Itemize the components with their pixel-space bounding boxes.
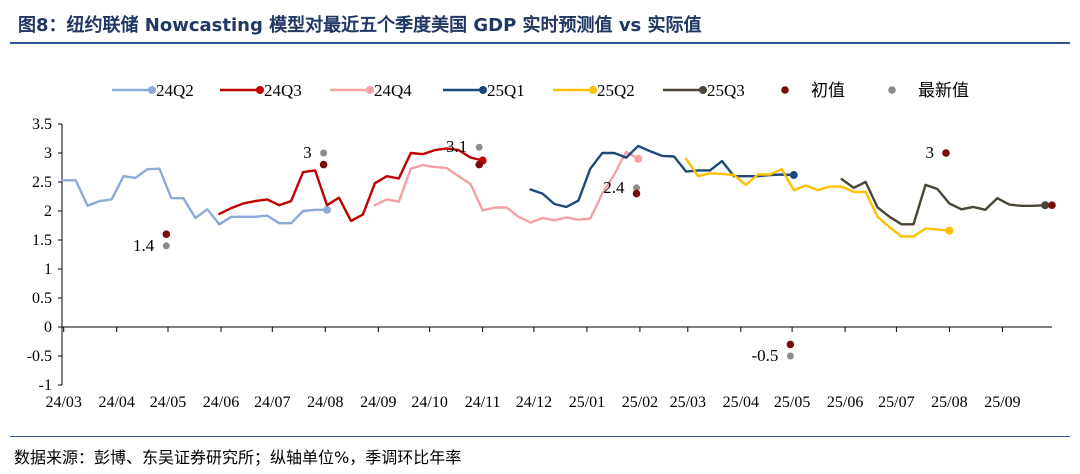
initial-value-point [786,340,795,349]
initial-value-point [162,230,171,238]
value-annotation: -0.5 [751,346,778,365]
nowcast-line-chart: 24Q2 24Q3 24Q4 25Q1 25Q2 25Q3 初值 最新值 -1 -0.5 0 0.5… [27,81,1056,411]
x-tick-label: 24/10 [411,394,447,411]
legend-swatch-dot [781,86,789,94]
series-end-marker-25Q1 [789,171,798,180]
x-tick-label: 24/07 [254,394,290,411]
series-end-marker-24Q2 [323,205,332,214]
x-tick-label: 24/11 [465,394,501,411]
source-note: 数据来源：彭博、东吴证券研究所；纵轴单位%，季调环比年率 [14,448,462,467]
legend-label: 最新值 [918,81,969,100]
x-tick-label: 25/01 [569,394,605,411]
value-annotation: 3 [925,143,934,162]
legend-item-24Q4: 24Q4 [330,81,412,100]
initial-value-point [942,149,950,157]
x-tick-label: 25/06 [827,394,863,411]
y-tick-label: 0.5 [32,290,52,307]
legend-swatch-marker [256,86,264,94]
x-tick-label: 24/04 [98,394,134,411]
legend-swatch-marker [699,86,707,94]
x-tick-label: 25/03 [670,394,706,411]
value-points [162,143,1056,360]
series-line-24Q4 [373,150,640,224]
series-end-marker-25Q3 [1041,201,1050,210]
y-tick-label: -1 [39,377,52,394]
x-tick-label: 25/08 [931,394,967,411]
y-tick-label: 1.5 [32,232,52,249]
legend-swatch-marker [479,86,487,94]
initial-value-point [632,189,641,198]
legend-label: 25Q3 [707,81,745,100]
y-tick-label: 1 [44,261,52,278]
latest-value-point [786,352,794,360]
x-axis: 24/03 24/04 24/05 24/06 24/07 24/08 24/09 24/10… [45,326,1052,411]
latest-value-point [320,149,328,157]
x-tick-label: 24/09 [360,394,396,411]
y-tick-label: 2 [44,203,52,220]
series-line-24Q2 [60,167,329,226]
legend-item-25Q3: 25Q3 [663,81,745,100]
series-lines [60,144,1050,238]
y-tick-label: 3.5 [32,116,52,133]
legend-item-25Q2: 25Q2 [553,81,635,100]
x-tick-label: 25/02 [622,394,658,411]
series-line-25Q3 [840,177,1047,226]
y-tick-label: 3 [44,145,52,162]
x-tick-label: 25/04 [723,394,759,411]
x-tick-label: 25/07 [878,394,914,411]
series-end-marker-24Q4 [634,154,643,163]
legend-swatch-marker [366,86,374,94]
initial-value-point [475,160,484,169]
series-end-marker-25Q2 [945,226,954,235]
y-tick-label: -0.5 [27,348,52,365]
legend-label: 24Q3 [264,81,302,100]
legend-item-24Q3: 24Q3 [220,81,302,100]
legend-swatch-marker [148,86,156,94]
y-tick-label: 2.5 [32,174,52,191]
legend-item-25Q1: 25Q1 [443,81,525,100]
x-tick-label: 24/06 [203,394,239,411]
value-annotation: 3.1 [446,137,467,156]
source-rule [10,436,1070,437]
initial-value-point [1048,201,1056,209]
legend-label: 24Q4 [374,81,412,100]
legend-item-初值: 初值 [781,81,845,100]
value-annotation: 2.4 [603,178,625,197]
series-line-24Q3 [218,147,484,223]
legend-label: 初值 [811,81,845,100]
legend-item-24Q2: 24Q2 [112,81,194,100]
figure-title: 图8：纽约联储 Nowcasting 模型对最近五个季度美国 GDP 实时预测值… [18,15,702,36]
legend-swatch-dot [888,86,896,94]
y-axis: -1 -0.5 0 0.5 1 1.5 2 2.5 3 3.5 [27,116,63,394]
latest-value-point [475,143,483,151]
series-line-25Q2 [684,157,951,238]
latest-value-point [633,184,641,192]
legend-swatch-marker [589,86,597,94]
legend-label: 24Q2 [156,81,194,100]
initial-value-point [319,160,328,169]
value-annotations: 1.4 3 3.1 2.4 -0.5 3 [133,137,934,365]
legend-item-最新值: 最新值 [888,81,969,100]
value-annotation: 3 [303,143,312,162]
series-line-25Q1 [529,144,795,209]
legend-label: 25Q2 [597,81,635,100]
y-tick-label: 0 [44,319,52,336]
figure-title-bar: 图8：纽约联储 Nowcasting 模型对最近五个季度美国 GDP 实时预测值… [0,0,1080,44]
chart-legend: 24Q2 24Q3 24Q4 25Q1 25Q2 25Q3 初值 最新值 [112,81,969,100]
x-tick-label: 25/09 [984,394,1020,411]
x-tick-label: 24/03 [45,394,81,411]
x-tick-label: 24/08 [307,394,343,411]
title-rule [10,42,1070,44]
x-tick-label: 24/12 [516,394,552,411]
x-tick-label: 25/05 [774,394,810,411]
legend-label: 25Q1 [487,81,525,100]
value-annotation: 1.4 [133,236,155,255]
x-tick-label: 24/05 [150,394,186,411]
latest-value-point [162,242,170,250]
